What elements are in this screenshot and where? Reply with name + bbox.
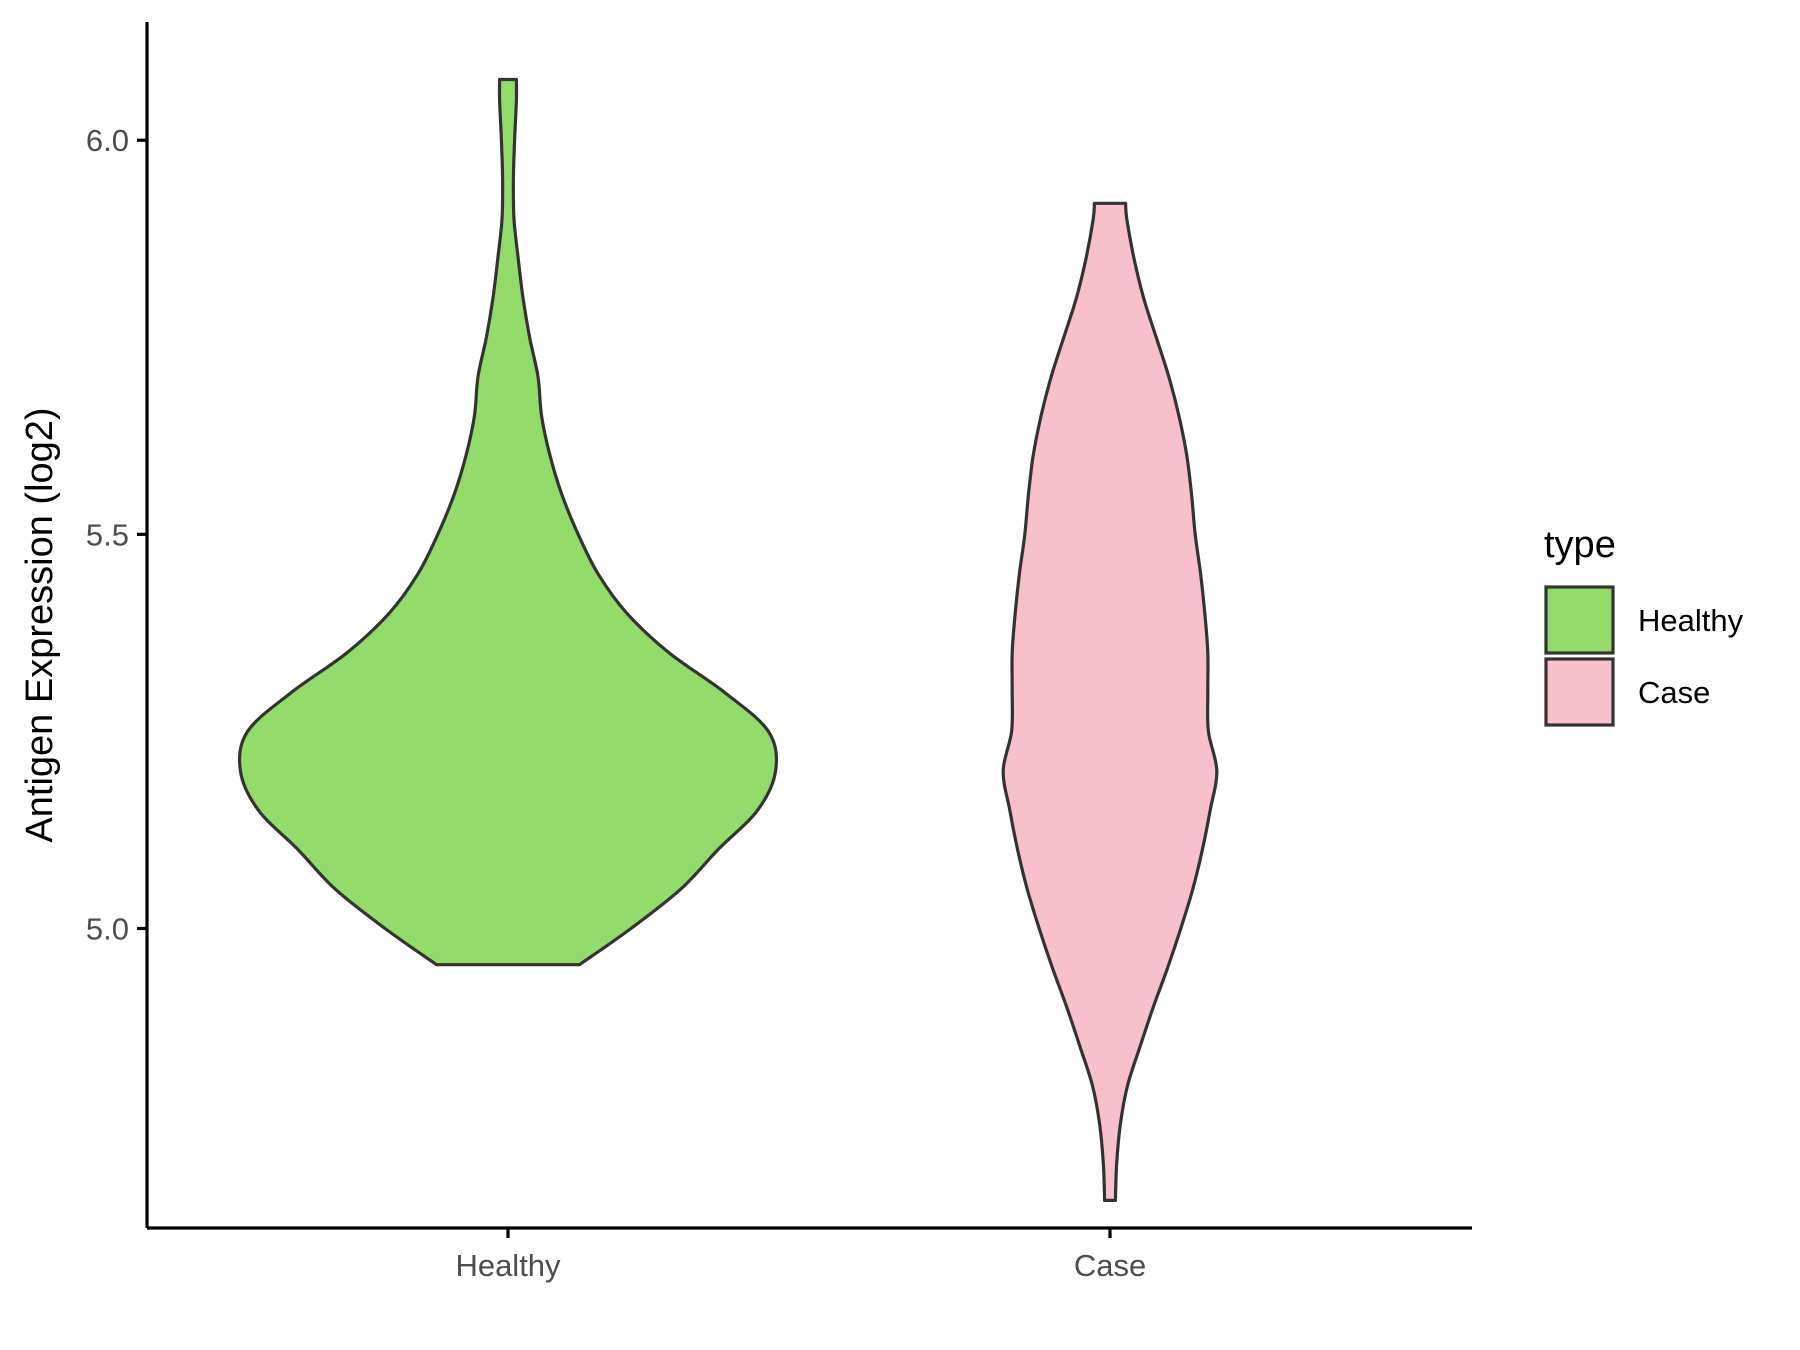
x-ticks: Healthy Case [455,1228,1146,1283]
legend-swatch-case [1544,657,1615,727]
axes-layer: 5.0 5.5 6.0 Healthy Case [86,22,1472,1283]
legend-title: type [1544,524,1616,566]
legend-swatch-healthy [1544,585,1615,655]
x-tick-label: Case [1074,1248,1146,1283]
x-tick-label: Healthy [455,1248,561,1283]
legend-label-case: Case [1638,675,1710,710]
y-tick-label: 5.0 [86,911,129,946]
violin-layer [237,77,1219,1202]
violin-case [1001,201,1219,1202]
y-tick-label: 5.5 [86,517,129,552]
legend-entries: Healthy Case [1544,585,1744,727]
legend-label-healthy: Healthy [1638,603,1744,638]
y-ticks: 5.0 5.5 6.0 [86,123,147,946]
y-axis-title: Antigen Expression (log2) [19,407,61,842]
legend: type Healthy Case [1544,524,1744,727]
violin-healthy [237,77,779,967]
y-tick-label: 6.0 [86,123,129,158]
